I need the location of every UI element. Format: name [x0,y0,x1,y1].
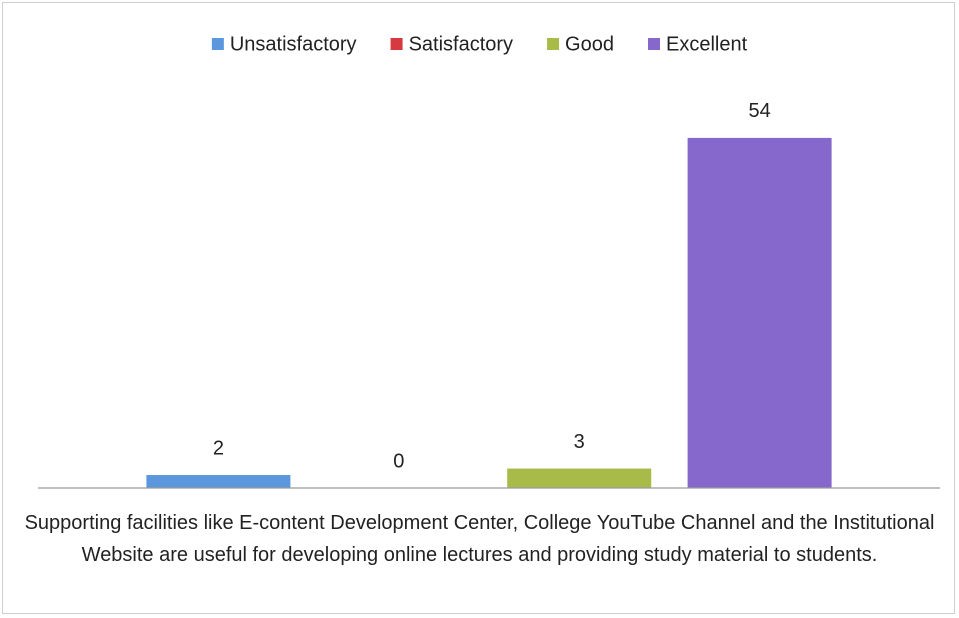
data-label: 2 [213,437,224,459]
bar [507,468,652,488]
legend-label: Satisfactory [409,33,513,55]
legend-swatch [390,38,403,50]
bar [687,137,832,488]
data-label: 0 [393,450,404,472]
legend-label: Excellent [666,33,748,55]
bar [146,475,291,488]
legend-swatch [647,38,660,50]
legend-label: Unsatisfactory [230,33,357,55]
data-label: 54 [748,100,770,122]
x-axis-label: Supporting facilities like E-content Dev… [24,512,935,566]
data-label: 3 [574,431,585,453]
legend-swatch [547,38,560,50]
legend-label: Good [565,33,614,55]
legend-swatch [211,38,224,50]
